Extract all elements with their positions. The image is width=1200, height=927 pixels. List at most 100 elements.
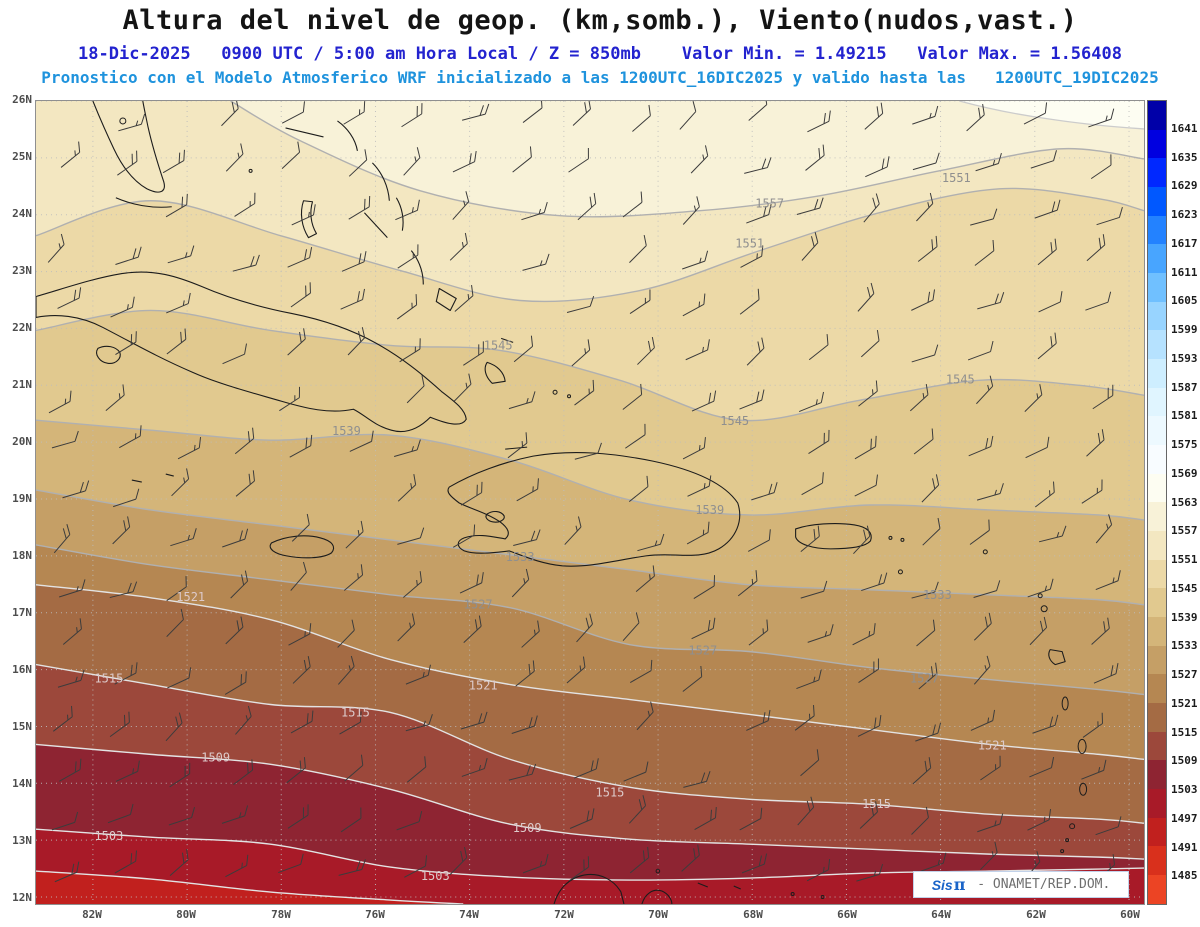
lon-tick-label: 80W bbox=[176, 908, 196, 921]
lat-tick-label: 22N bbox=[12, 321, 32, 334]
svg-text:1527: 1527 bbox=[464, 598, 493, 612]
lon-tick-label: 66W bbox=[837, 908, 857, 921]
svg-text:1503: 1503 bbox=[421, 869, 450, 883]
lat-tick-label: 25N bbox=[12, 150, 32, 163]
lat-tick-label: 18N bbox=[12, 549, 32, 562]
svg-text:1545: 1545 bbox=[484, 338, 513, 352]
colorbar-segment bbox=[1148, 215, 1166, 245]
colorbar-tick-label: 1509 bbox=[1171, 754, 1198, 768]
lat-tick-label: 19N bbox=[12, 492, 32, 505]
colorbar bbox=[1147, 100, 1167, 905]
colorbar-tick-label: 1581 bbox=[1171, 409, 1198, 423]
lat-tick-label: 21N bbox=[12, 378, 32, 391]
colorbar-segment bbox=[1148, 760, 1166, 790]
colorbar-segment bbox=[1148, 645, 1166, 675]
colorbar-segment bbox=[1148, 273, 1166, 302]
svg-text:1539: 1539 bbox=[695, 503, 724, 517]
colorbar-tick-label: 1611 bbox=[1171, 265, 1198, 279]
svg-text:1557: 1557 bbox=[755, 197, 784, 211]
colorbar-tick-label: 1521 bbox=[1171, 696, 1198, 710]
svg-text:1545: 1545 bbox=[946, 372, 975, 386]
lat-tick-label: 13N bbox=[12, 834, 32, 847]
colorbar-tick-label: 1641 bbox=[1171, 121, 1198, 135]
colorbar-tick-label: 1497 bbox=[1171, 811, 1198, 825]
colorbar-tick-label: 1635 bbox=[1171, 150, 1198, 164]
lon-tick-label: 76W bbox=[365, 908, 385, 921]
lat-tick-label: 24N bbox=[12, 207, 32, 220]
lon-tick-label: 72W bbox=[554, 908, 574, 921]
colorbar-segment bbox=[1148, 531, 1166, 560]
colorbar-tick-label: 1563 bbox=[1171, 495, 1198, 509]
colorbar-tick-label: 1527 bbox=[1171, 668, 1198, 681]
lon-tick-label: 68W bbox=[743, 908, 763, 921]
svg-text:1521: 1521 bbox=[978, 738, 1007, 752]
colorbar-tick-label: 1617 bbox=[1171, 236, 1198, 250]
colorbar-segment bbox=[1148, 387, 1166, 417]
lat-tick-label: 17N bbox=[12, 606, 32, 619]
svg-text:1539: 1539 bbox=[332, 424, 361, 438]
map-area: 1557 1551 1551 1545 1545 1545 1539 1539 1533 1533… bbox=[35, 100, 1145, 905]
colorbar-segment bbox=[1148, 101, 1166, 130]
colorbar-segment bbox=[1148, 330, 1166, 360]
svg-text:1527: 1527 bbox=[910, 672, 939, 686]
gridlines bbox=[36, 101, 1144, 904]
svg-text:1545: 1545 bbox=[720, 414, 749, 428]
colorbar-segment bbox=[1148, 617, 1166, 646]
colorbar-segment bbox=[1148, 445, 1166, 474]
colorbar-segment bbox=[1148, 846, 1166, 876]
lon-tick-label: 82W bbox=[82, 908, 102, 921]
svg-text:1503: 1503 bbox=[94, 829, 123, 843]
colorbar-tick-label: 1551 bbox=[1171, 553, 1198, 566]
colorbar-tick-label: 1623 bbox=[1171, 208, 1198, 221]
colorbar-tick-label: 1629 bbox=[1171, 179, 1198, 193]
colorbar-segment bbox=[1148, 789, 1166, 818]
colorbar-segment bbox=[1148, 731, 1166, 761]
colorbar-tick-label: 1485 bbox=[1171, 869, 1198, 883]
lon-tick-label: 70W bbox=[648, 908, 668, 921]
colorbar-segment bbox=[1148, 703, 1166, 732]
svg-text:1515: 1515 bbox=[596, 785, 625, 799]
colorbar-tick-label: 1593 bbox=[1171, 351, 1198, 365]
lon-tick-label: 64W bbox=[931, 908, 951, 921]
brand-sis-text: Sis bbox=[931, 876, 953, 893]
svg-text:1533: 1533 bbox=[506, 550, 535, 564]
colorbar-segment bbox=[1148, 817, 1166, 847]
colorbar-tick-label: 1515 bbox=[1171, 725, 1198, 739]
colorbar-segment bbox=[1148, 559, 1166, 589]
colorbar-segment bbox=[1148, 301, 1166, 331]
colorbar-segment bbox=[1148, 187, 1166, 216]
colorbar-segment bbox=[1148, 502, 1166, 532]
colorbar-segment bbox=[1148, 674, 1166, 704]
colorbar-tick-label: 1491 bbox=[1171, 840, 1198, 854]
watermark: Sis π - ONAMET/REP.DOM. bbox=[913, 871, 1129, 898]
colorbar-segment bbox=[1148, 473, 1166, 503]
svg-text:1521: 1521 bbox=[469, 679, 498, 693]
svg-text:1515: 1515 bbox=[862, 797, 891, 811]
svg-text:1515: 1515 bbox=[341, 705, 370, 719]
colorbar-tick-label: 1599 bbox=[1171, 323, 1198, 336]
validity-line: 18-Dic-2025 0900 UTC / 5:00 am Hora Loca… bbox=[78, 44, 1122, 64]
colorbar-tick-label: 1539 bbox=[1171, 610, 1198, 624]
svg-text:1551: 1551 bbox=[942, 171, 971, 185]
lat-tick-label: 15N bbox=[12, 720, 32, 733]
colorbar-tick-label: 1503 bbox=[1171, 783, 1198, 796]
colorbar-tick-label: 1605 bbox=[1171, 294, 1198, 308]
colorbar-tick-label: 1557 bbox=[1171, 524, 1198, 538]
lon-tick-label: 78W bbox=[271, 908, 291, 921]
lat-tick-label: 14N bbox=[12, 777, 32, 790]
watermark-suffix: - ONAMET/REP.DOM. bbox=[969, 877, 1111, 892]
lat-tick-label: 23N bbox=[12, 264, 32, 277]
colorbar-segment bbox=[1148, 359, 1166, 388]
svg-text:1533: 1533 bbox=[923, 588, 952, 602]
colorbar-segment bbox=[1148, 244, 1166, 274]
colorbar-segment bbox=[1148, 875, 1166, 904]
colorbar-segment bbox=[1148, 588, 1166, 618]
colorbar-segment bbox=[1148, 416, 1166, 446]
lat-tick-label: 26N bbox=[12, 93, 32, 106]
lon-tick-label: 74W bbox=[459, 908, 479, 921]
weather-map-svg: 1557 1551 1551 1545 1545 1545 1539 1539 1533 1533… bbox=[36, 101, 1144, 904]
coastlines bbox=[36, 101, 1088, 904]
svg-text:1521: 1521 bbox=[176, 590, 205, 604]
svg-text:1527: 1527 bbox=[688, 644, 717, 658]
